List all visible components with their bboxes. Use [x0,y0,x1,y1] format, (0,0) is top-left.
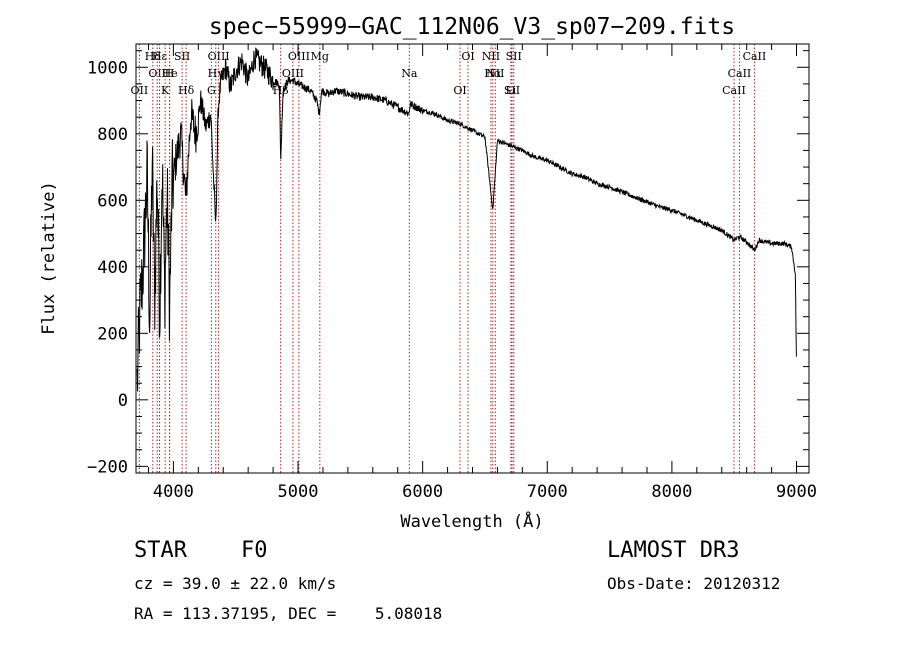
spectral-line-label: SII [174,50,190,63]
spectral-line-label: OI [461,50,474,63]
observation-date: Obs-Date: 20120312 [607,574,781,593]
object-subclass: F0 [241,538,268,563]
spectrum-plot-area [136,47,797,392]
spectral-line-label: Hδ [178,84,195,97]
spectral-line-label: Li [505,84,516,97]
x-tick-label: 6000 [402,482,443,502]
spectral-line-label: NII [482,50,500,63]
spectral-line-label: OII [148,67,166,80]
ra-dec-coordinates: RA = 113.37195, DEC = 5.08018 [134,604,443,623]
object-class: STAR [134,538,187,563]
x-tick-label: 7000 [527,482,568,502]
redshift-cz: cz = 39.0 ± 22.0 km/s [134,574,337,593]
spectral-line-label: OIII [282,67,304,80]
y-tick-label: 600 [97,191,128,211]
spectral-line-label: OIII [208,50,230,63]
x-tick-label: 9000 [776,482,817,502]
y-tick-label: 0 [118,391,128,411]
spectral-line-label: OII [131,84,149,97]
spectral-line-label: SII [506,50,522,63]
spectral-line-label: Mg [311,50,329,63]
spectral-line-label: K [161,84,170,97]
axes: 4000 5000 6000 7000 8000 9000 −200 0 200 400 600 80… [87,44,817,502]
y-tick-label: 800 [97,125,128,145]
spectrum-line [136,47,797,392]
x-axis-label: Wavelength (Å) [400,510,543,532]
spectral-line-label: Hα [484,67,502,80]
x-tick-label: 8000 [651,482,692,502]
spectral-line-label: Na [401,67,418,80]
survey-name: LAMOST DR3 [607,538,740,563]
spectral-line-label: CaII [743,50,767,63]
plot-frame [135,43,810,474]
spectral-line-label: NII [486,67,504,80]
spectral-line-label: OI [453,84,466,97]
x-tick-label: 5000 [278,482,319,502]
y-tick-label: 200 [97,324,128,344]
x-tick-label: 4000 [153,482,194,502]
spectral-line-label: Hε [152,50,168,63]
spectral-line-label: CaII [728,67,752,80]
chart-title: spec−55999−GAC_112N06_V3_sp07−209.fits [209,14,735,40]
spectral-line-markers: HδOIIOIIHεHeKSIIHHδOIIIHγGOIIIOIIIHβMgNa… [131,44,767,473]
spectral-line-label: Hδ [145,50,162,63]
spectral-line-label: CaII [722,84,746,97]
y-axis-label: Flux (relative) [39,181,59,335]
spectral-line-label: SII [504,84,520,97]
spectral-line-label: OIII [288,50,310,63]
y-tick-label: 1000 [87,58,128,78]
spectral-line-label: H [165,67,175,80]
spectral-line-label: G [207,84,216,97]
y-tick-label: 400 [97,258,128,278]
y-tick-label: −200 [87,457,128,477]
